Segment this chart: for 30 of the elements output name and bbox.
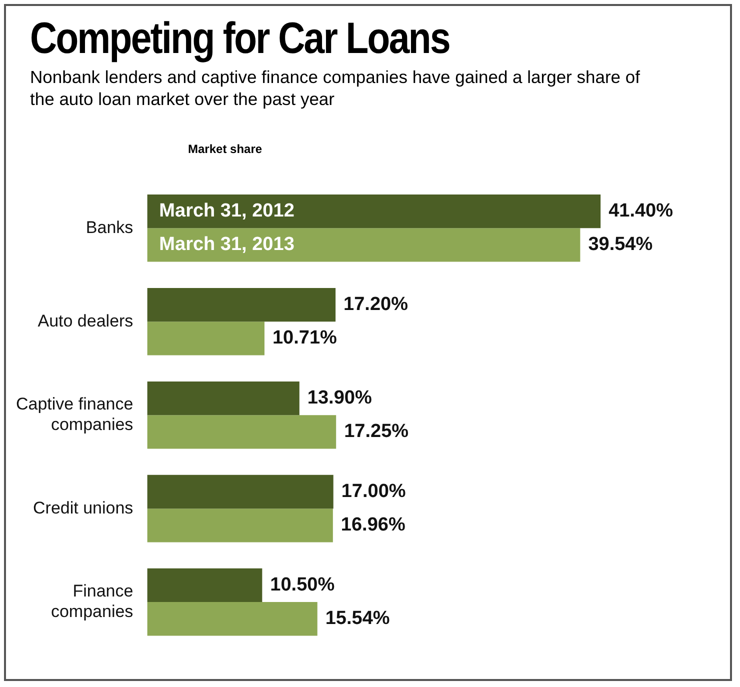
chart-subtitle: Nonbank lenders and captive finance companies have gained a larger share of the auto loan market over the past year xyxy=(30,66,640,110)
text: Market share xyxy=(188,142,262,156)
data-label: 39.54% xyxy=(588,234,653,256)
bar xyxy=(147,322,264,356)
series-label: March 31, 2012 xyxy=(159,200,294,222)
bar xyxy=(147,602,318,636)
bar xyxy=(147,415,336,449)
bar xyxy=(147,568,262,602)
bar xyxy=(147,381,300,416)
bar xyxy=(147,288,336,322)
data-label: 15.54% xyxy=(325,608,390,630)
bar xyxy=(147,194,601,228)
data-label: 13.90% xyxy=(307,388,372,409)
data-label: 17.25% xyxy=(344,421,409,442)
data-label: 17.00% xyxy=(341,480,406,502)
chart-title: Competing for Car Loans xyxy=(30,14,450,64)
y-tick-label: Auto dealers xyxy=(38,311,134,330)
y-tick-label: Captive finance companies xyxy=(16,394,134,434)
data-label: 17.20% xyxy=(344,294,408,316)
bar xyxy=(147,228,580,262)
y-tick-label: Credit unions xyxy=(33,498,134,518)
data-label: 41.40% xyxy=(608,200,674,222)
bar xyxy=(147,508,333,542)
bar xyxy=(147,474,334,509)
data-label: 10.71% xyxy=(272,328,338,349)
series-label: March 31, 2013 xyxy=(159,234,294,256)
y-tick-label: Finance companies xyxy=(50,582,134,621)
data-label: 10.50% xyxy=(270,574,335,596)
data-label: 16.96% xyxy=(340,514,406,536)
y-tick-label: Banks xyxy=(86,218,134,237)
